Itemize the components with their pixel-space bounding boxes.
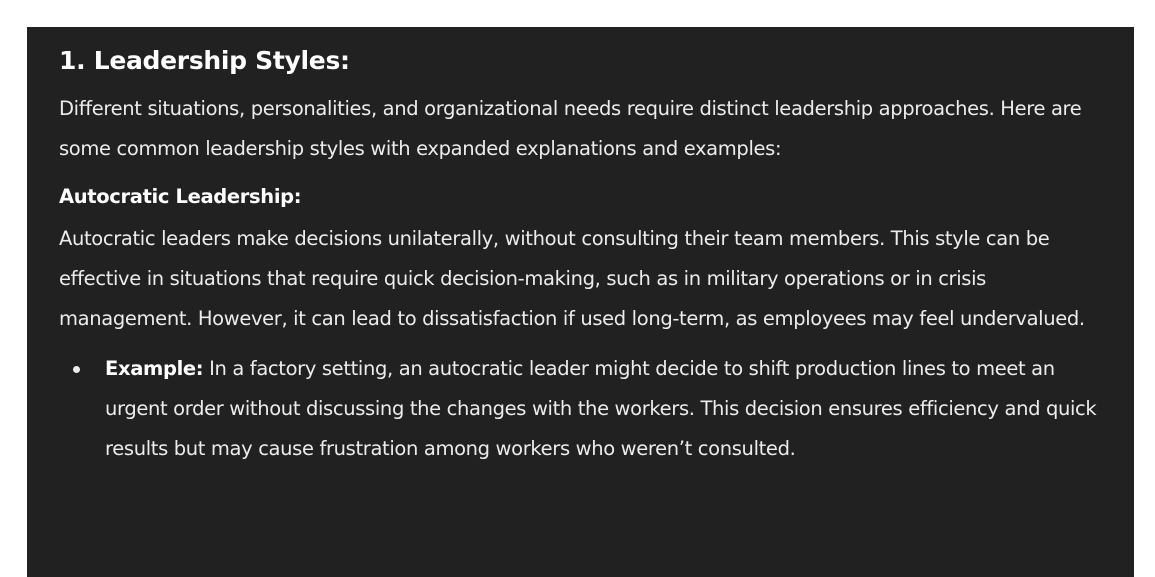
example-list: Example: In a factory setting, an autocr… [59,349,1102,469]
bullet-icon [73,366,80,373]
autocratic-description: Autocratic leaders make decisions unilat… [59,227,1085,330]
autocratic-heading: Autocratic Leadership: [59,185,302,208]
list-item: Example: In a factory setting, an autocr… [59,349,1102,469]
intro-paragraph: Different situations, personalities, and… [59,97,1082,160]
example-text: In a factory setting, an autocratic lead… [105,357,1097,460]
response-panel: 1. Leadership Styles: Different situatio… [27,27,1134,577]
example-label: Example: [105,357,204,380]
section-heading: 1. Leadership Styles: [59,46,350,75]
